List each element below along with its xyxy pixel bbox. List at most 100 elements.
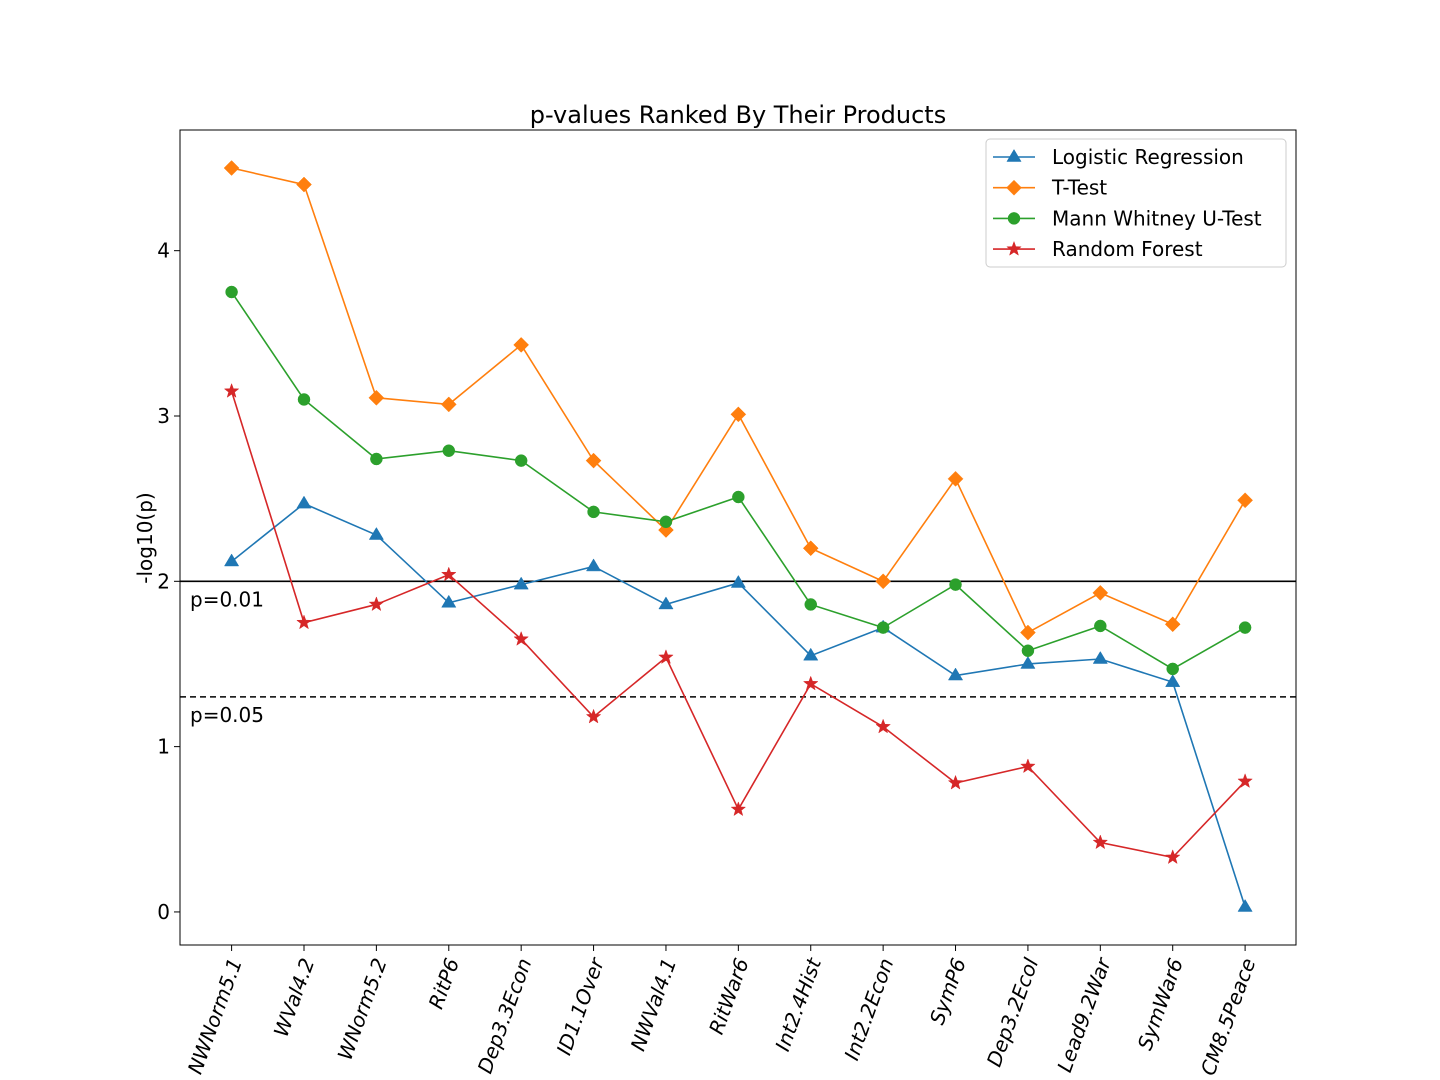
- y-axis-label: -log10(p): [133, 492, 157, 583]
- x-tick-label: WVal4.2: [269, 955, 320, 1040]
- data-point-random-forest: [296, 614, 312, 630]
- data-point-mann-whitney-u-test: [1094, 619, 1107, 633]
- data-point-t-test: [875, 573, 891, 590]
- data-point-logistic-regression: [1165, 674, 1181, 687]
- legend-marker-random-forest: [1006, 240, 1022, 256]
- y-axis-ticks: 0 1 2 3 4: [157, 239, 180, 924]
- data-point-mann-whitney-u-test: [225, 285, 238, 299]
- series-random-forest: [223, 382, 1253, 865]
- series-mann-whitney-u-test: [225, 285, 1252, 676]
- data-point-random-forest: [1020, 758, 1036, 774]
- x-tick-label: NWNorm5.1: [183, 955, 247, 1077]
- reference-label-p-0-01: p=0.01: [190, 587, 264, 611]
- data-point-t-test: [513, 337, 530, 353]
- data-point-logistic-regression: [1020, 655, 1036, 669]
- x-tick-label: Lead9.2War: [1052, 953, 1116, 1075]
- data-point-random-forest: [585, 708, 602, 724]
- data-point-mann-whitney-u-test: [659, 515, 673, 529]
- x-tick-label: RitWar6: [704, 955, 754, 1038]
- legend-item-mann-whitney-u-test: Mann Whitney U-Test: [993, 206, 1262, 230]
- data-point-t-test: [1164, 616, 1181, 633]
- data-point-random-forest: [513, 630, 529, 646]
- legend-marker-logistic-regression: [1006, 149, 1022, 162]
- y-tick-label: 3: [157, 404, 170, 428]
- y-tick-label: 0: [157, 900, 170, 924]
- series-line-mann-whitney-u-test: [230, 291, 1246, 670]
- x-tick-label: Int2.2Econ: [839, 955, 898, 1064]
- legend: Logistic Regression T-Test Mann Whitney U-…: [985, 138, 1287, 268]
- data-point-random-forest: [658, 649, 674, 665]
- data-point-t-test: [296, 176, 312, 193]
- data-point-mann-whitney-u-test: [297, 393, 311, 406]
- data-point-t-test: [1092, 585, 1109, 601]
- legend-item-logistic-regression: Logistic Regression: [993, 145, 1244, 169]
- data-point-mann-whitney-u-test: [370, 452, 383, 466]
- reference-label-p-0-05: p=0.05: [190, 703, 264, 727]
- data-point-random-forest: [440, 566, 457, 582]
- data-point-mann-whitney-u-test: [804, 598, 817, 611]
- data-point-logistic-regression: [368, 527, 384, 540]
- data-point-logistic-regression: [730, 574, 746, 588]
- data-point-random-forest: [802, 675, 819, 691]
- data-point-mann-whitney-u-test: [732, 490, 745, 504]
- data-point-mann-whitney-u-test: [949, 578, 962, 591]
- x-tick-label: SymWar6: [1133, 955, 1188, 1053]
- legend-item-random-forest: Random Forest: [993, 237, 1203, 261]
- x-tick-label: NWVal4.1: [626, 955, 682, 1054]
- data-point-random-forest: [1237, 773, 1253, 789]
- data-point-mann-whitney-u-test: [587, 505, 600, 519]
- legend-label: Mann Whitney U-Test: [1052, 206, 1262, 230]
- data-point-random-forest: [1164, 849, 1181, 865]
- chart-title: p-values Ranked By Their Products: [530, 101, 946, 129]
- data-point-logistic-regression: [947, 667, 964, 681]
- x-tick-label: Int2.4Hist: [770, 954, 826, 1055]
- data-point-t-test: [1237, 492, 1253, 509]
- data-point-random-forest: [368, 596, 385, 612]
- x-tick-label: ID1.1Over: [552, 953, 610, 1058]
- x-axis-ticks: NWNorm5.1 WVal4.2 WNorm5.2 RitP6 Dep3.3Econ I…: [183, 945, 1261, 1079]
- y-tick-label: 1: [157, 735, 170, 759]
- data-point-logistic-regression: [224, 553, 240, 567]
- series-line-logistic-regression: [231, 502, 1246, 908]
- data-point-random-forest: [1092, 834, 1109, 850]
- y-tick-label: 2: [157, 569, 170, 593]
- series-t-test: [223, 160, 1253, 641]
- data-point-logistic-regression: [1092, 651, 1108, 664]
- legend-marker-t-test: [1006, 179, 1022, 196]
- x-tick-label: WNorm5.2: [333, 955, 392, 1063]
- data-point-logistic-regression: [658, 596, 674, 610]
- data-point-t-test: [223, 160, 240, 176]
- data-point-logistic-regression: [513, 576, 529, 590]
- data-point-t-test: [947, 470, 964, 487]
- data-point-mann-whitney-u-test: [1238, 621, 1252, 634]
- data-point-t-test: [802, 540, 819, 557]
- data-point-mann-whitney-u-test: [1021, 644, 1035, 657]
- data-point-logistic-regression: [803, 647, 819, 661]
- data-point-random-forest: [947, 774, 964, 790]
- data-point-logistic-regression: [1237, 898, 1253, 912]
- x-tick-label: RitP6: [424, 955, 464, 1012]
- reference-lines: p=0.01 p=0.05: [180, 580, 1296, 727]
- y-tick-label: 4: [157, 239, 170, 263]
- legend-item-t-test: T-Test: [993, 176, 1107, 200]
- legend-frame: [985, 138, 1287, 268]
- data-point-mann-whitney-u-test: [876, 621, 890, 634]
- x-tick-label: CM8.5Peace: [1196, 955, 1261, 1079]
- series-layer: [223, 160, 1253, 912]
- legend-label: T-Test: [1051, 176, 1107, 200]
- series-logistic-regression: [224, 495, 1253, 912]
- data-point-random-forest: [730, 801, 747, 817]
- plot-frame: [179, 129, 1297, 946]
- legend-marker-mann-whitney-u-test: [1007, 212, 1021, 225]
- data-point-t-test: [440, 396, 457, 413]
- data-point-mann-whitney-u-test: [442, 444, 456, 457]
- data-point-t-test: [585, 452, 602, 469]
- data-point-random-forest: [223, 382, 240, 398]
- series-line-random-forest: [230, 390, 1246, 859]
- x-tick-label: Dep3.3Econ: [473, 955, 537, 1077]
- data-point-mann-whitney-u-test: [514, 454, 528, 467]
- data-point-logistic-regression: [296, 495, 312, 509]
- legend-label: Random Forest: [1052, 237, 1203, 261]
- data-point-t-test: [730, 406, 747, 423]
